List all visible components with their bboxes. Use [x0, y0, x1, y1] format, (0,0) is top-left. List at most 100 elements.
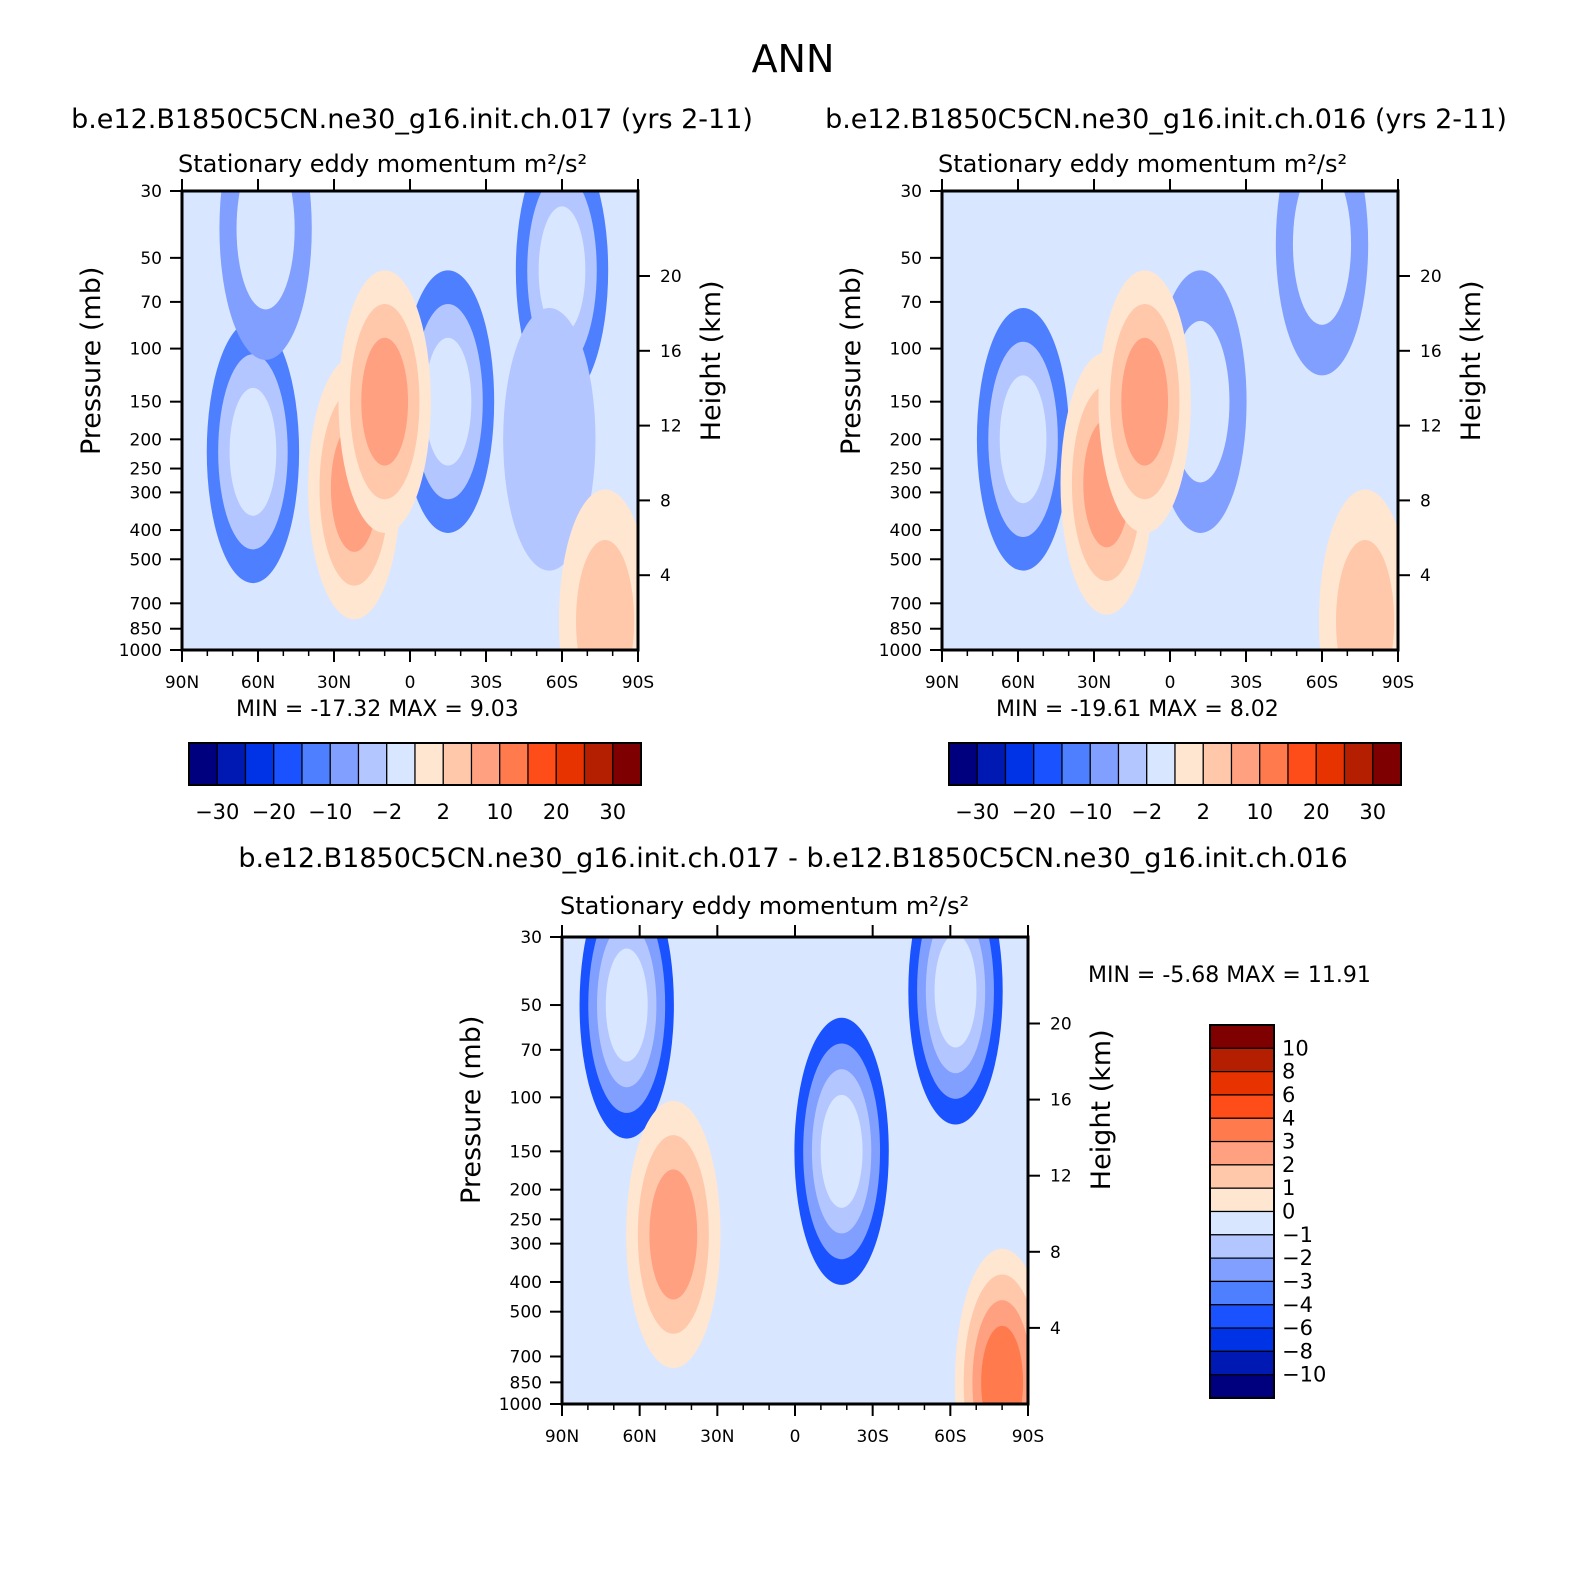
colorbar-swatch — [1089, 742, 1120, 786]
variable-title-017: Stationary eddy momentum m²/s² — [178, 150, 587, 178]
h-tick-label: 20 — [1050, 1014, 1072, 1034]
x-tick-label: 30S — [470, 673, 502, 693]
colorbar-label: 6 — [1282, 1083, 1295, 1107]
x-tick-label: 90S — [1382, 673, 1414, 693]
x-tick-label: 60N — [1001, 673, 1035, 693]
variable-title-016: Stationary eddy momentum m²/s² — [938, 150, 1347, 178]
anomaly-0-shell-2 — [999, 375, 1047, 504]
colorbar-label: 1 — [1282, 1176, 1295, 1200]
p-tick-label: 500 — [510, 1303, 542, 1323]
h-tick-label: 20 — [1420, 267, 1442, 287]
colorbar-swatch — [1287, 742, 1317, 786]
y2-axis-label: Height (km) — [696, 280, 727, 441]
colorbar-label: −1 — [1282, 1223, 1313, 1247]
h-tick-label: 12 — [660, 417, 682, 437]
h-tick-label: 8 — [660, 491, 671, 511]
p-tick-label: 850 — [510, 1373, 542, 1393]
colorbar-label: 3 — [1282, 1130, 1295, 1154]
y-axis-label: Pressure (mb) — [456, 1016, 487, 1204]
x-tick-label: 30S — [856, 1427, 888, 1447]
x-tick-label: 30N — [700, 1427, 734, 1447]
anomaly-0-shell-3 — [605, 948, 648, 1062]
colorbar-swatch — [1209, 1350, 1275, 1376]
colorbar-label: 20 — [543, 800, 570, 824]
x-tick-label: 90S — [1012, 1427, 1044, 1447]
colorbar-swatch — [1209, 1210, 1275, 1236]
h-tick-label: 12 — [1420, 417, 1442, 437]
colorbar-swatch — [1209, 1117, 1275, 1143]
anomaly-2-shell-3 — [820, 1094, 863, 1208]
p-tick-label: 30 — [140, 182, 162, 202]
colorbar-swatch — [244, 742, 275, 786]
colorbar-swatch — [1174, 742, 1204, 786]
case-title-017: b.e12.B1850C5CN.ne30_g16.init.ch.017 (yr… — [71, 104, 753, 135]
p-tick-label: 300 — [510, 1235, 542, 1255]
colorbar-swatch — [1004, 742, 1035, 786]
p-tick-label: 250 — [130, 460, 162, 480]
h-tick-label: 16 — [1420, 342, 1442, 362]
p-tick-label: 300 — [130, 483, 162, 503]
colorbar-label: −30 — [195, 800, 239, 824]
p-tick-label: 250 — [510, 1210, 542, 1230]
h-tick-label: 4 — [660, 566, 671, 586]
colorbar-frame — [1209, 1024, 1275, 1399]
anomaly-0-shell-2 — [229, 387, 277, 516]
colorbar-swatch — [1209, 1164, 1275, 1189]
colorbar-swatch — [583, 742, 614, 786]
colorbar-swatch — [1209, 1257, 1275, 1283]
colorbar-swatch — [188, 742, 218, 786]
anomaly-3-shell-2 — [1121, 337, 1169, 466]
figure-title: ANN — [752, 37, 835, 81]
x-tick-label: 30N — [317, 673, 351, 693]
p-tick-label: 500 — [890, 550, 922, 570]
p-tick-label: 1000 — [119, 641, 162, 661]
min-max-017: MIN = -17.32 MAX = 9.03 — [236, 697, 519, 722]
x-tick-label: 30S — [1230, 673, 1262, 693]
p-tick-label: 100 — [890, 340, 922, 360]
colorbar-label: −6 — [1282, 1316, 1313, 1340]
anomaly-6-shell-0 — [503, 308, 596, 571]
plot-area-017: 90N 60N 30N 0 30S 60S 90S 30 50 70 100 150 200 250 300… — [76, 179, 727, 693]
colorbar-swatch — [1343, 742, 1374, 786]
plot-area-diff: 90N 60N 30N 0 30S 60S 90S 30 50 70 100 150 200 250 300… — [456, 925, 1117, 1447]
colorbar-swatch — [1209, 1071, 1275, 1096]
colorbar-swatch — [1209, 1094, 1275, 1119]
p-tick-label: 500 — [130, 550, 162, 570]
p-tick-label: 30 — [520, 928, 542, 948]
x-tick-label: 60S — [546, 673, 578, 693]
colorbar-swatch — [612, 742, 642, 786]
p-tick-label: 700 — [510, 1347, 542, 1367]
panel-016: b.e12.B1850C5CN.ne30_g16.init.ch.016 (yr… — [825, 104, 1507, 824]
colorbar-label: 0 — [1282, 1200, 1295, 1224]
colorbar-frame — [188, 742, 642, 786]
colorbar-label: −30 — [955, 800, 999, 824]
case-title-diff: b.e12.B1850C5CN.ne30_g16.init.ch.017 - b… — [238, 843, 1347, 874]
y-axis-label: Pressure (mb) — [836, 267, 867, 455]
colorbar-swatch — [414, 742, 444, 786]
p-tick-label: 30 — [900, 182, 922, 202]
colorbar-swatch — [273, 742, 303, 786]
colorbar-label: 2 — [437, 800, 450, 824]
p-tick-label: 150 — [130, 393, 162, 413]
colorbar-label: −2 — [1131, 800, 1162, 824]
colorbar-label: 2 — [1282, 1153, 1295, 1177]
p-tick-label: 400 — [510, 1273, 542, 1293]
colorbar-label: −3 — [1282, 1269, 1313, 1293]
x-tick-label: 90N — [545, 1427, 579, 1447]
colorbar-label: −10 — [308, 800, 352, 824]
h-tick-label: 4 — [1050, 1319, 1061, 1339]
x-tick-label: 90N — [165, 673, 199, 693]
p-tick-label: 100 — [130, 340, 162, 360]
p-tick-label: 50 — [900, 249, 922, 269]
p-tick-label: 300 — [890, 483, 922, 503]
colorbar-swatch — [1209, 1024, 1275, 1049]
p-tick-label: 200 — [130, 430, 162, 450]
colorbar-swatch — [1202, 742, 1233, 786]
colorbar-label: −10 — [1282, 1363, 1326, 1387]
x-tick-label: 60N — [241, 673, 275, 693]
colorbar-swatch — [976, 742, 1007, 786]
case-title-016: b.e12.B1850C5CN.ne30_g16.init.ch.016 (yr… — [825, 104, 1507, 135]
p-tick-label: 150 — [890, 393, 922, 413]
colorbar-swatch — [1146, 742, 1176, 786]
